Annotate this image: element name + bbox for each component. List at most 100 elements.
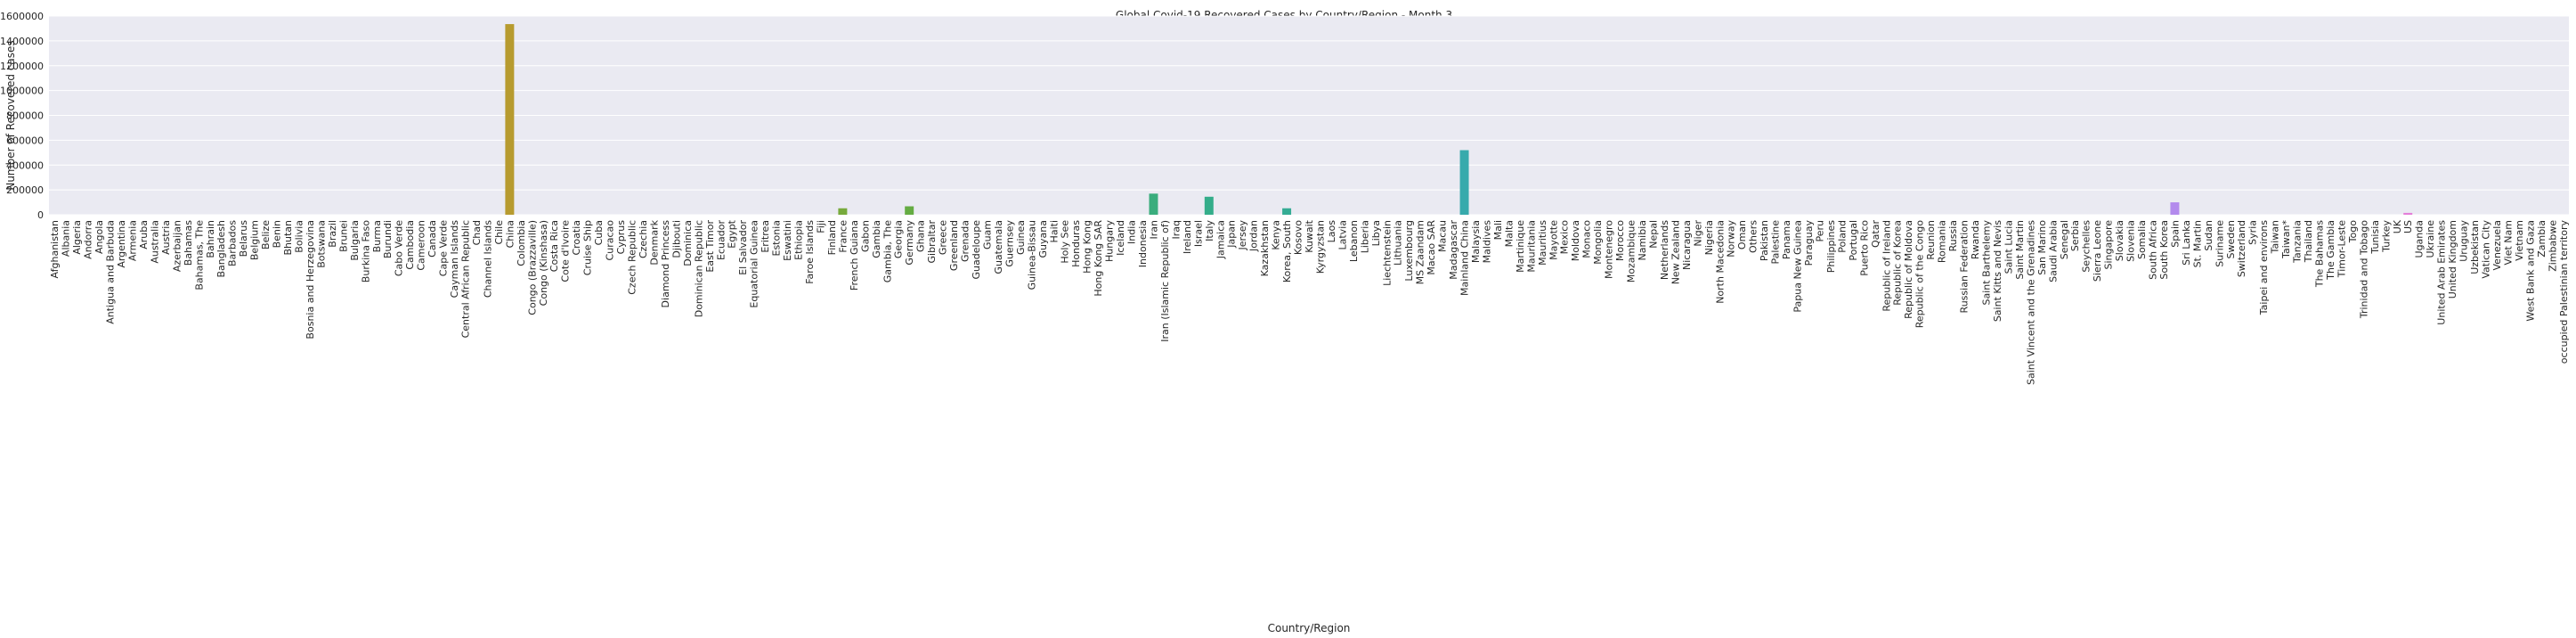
x-tick-label: Cambodia — [404, 220, 416, 270]
x-tick-label: Mayotte — [1548, 220, 1559, 260]
x-tick-label: Congo (Brazzaville) — [526, 220, 538, 315]
x-tick-label: Togo — [2347, 220, 2359, 244]
x-tick-label: Honduras — [1070, 220, 1082, 267]
x-tick-label: Bahrain — [205, 220, 216, 258]
x-tick-label: Taiwan — [2270, 220, 2281, 254]
bar — [838, 208, 848, 215]
gridlines — [49, 15, 2569, 216]
x-tick-label: Zambia — [2536, 220, 2548, 258]
x-tick-label: Armenia — [127, 220, 139, 261]
bar — [1282, 208, 1292, 215]
x-tick-label: Gambia — [871, 220, 882, 258]
x-tick-label: Greenland — [948, 220, 960, 271]
x-tick-label: Mozambique — [1626, 220, 1637, 282]
x-tick-label: Peru — [1814, 220, 1825, 242]
x-tick-label: Guinea — [1015, 220, 1027, 255]
x-tick-label: Cameroon — [416, 220, 427, 271]
x-tick-label: Mexico — [1559, 220, 1571, 255]
x-tick-label: Republic of Ireland — [1881, 220, 1892, 312]
x-tick-label: Morocco — [1614, 220, 1626, 261]
x-tick-label: Algeria — [71, 220, 83, 255]
x-tick-label: Colombia — [516, 220, 527, 266]
y-tick-label: 0 — [37, 209, 44, 221]
x-tick-label: Portugal — [1848, 220, 1859, 261]
x-tick-label: Macao SAR — [1426, 220, 1437, 275]
x-tick-label: Dominican Republic — [693, 220, 704, 317]
x-tick-label: Kazakhstan — [1259, 220, 1271, 276]
x-tick-label: Estonia — [771, 220, 783, 257]
x-tick-label: East Timor — [704, 220, 716, 273]
x-tick-label: Saint Vincent and the Grenadines — [2025, 220, 2036, 385]
x-tick-label: Kuwait — [1304, 219, 1315, 252]
y-tick-label: 400000 — [6, 160, 44, 171]
x-tick-label: Kosovo — [1293, 220, 1304, 255]
x-tick-label: Zimbabwe — [2547, 220, 2558, 272]
x-tick-label: Liechtenstein — [1381, 220, 1393, 286]
x-tick-label: Monaco — [1581, 220, 1593, 258]
x-tick-label: Grenada — [960, 220, 971, 262]
bar — [1204, 196, 1214, 215]
y-tick-label: 1600000 — [0, 11, 44, 22]
x-tick-label: Burundi — [382, 220, 394, 258]
x-tick-label: Cuba — [593, 220, 605, 245]
x-tick-label: Trinidad and Tobago — [2358, 220, 2369, 319]
x-tick-label: Rwanda — [1970, 220, 1981, 259]
x-tick-label: Antigua and Barbuda — [105, 220, 117, 324]
x-tick-label: Tunisia — [2369, 220, 2381, 255]
x-tick-label: Equatorial Guinea — [749, 220, 760, 308]
x-tick-label: Oman — [1736, 220, 1748, 249]
x-tick-label: Gabon — [859, 220, 871, 252]
x-tick-label: Saint Barthelemy — [1980, 220, 1992, 306]
x-tick-label: Ukraine — [2425, 220, 2436, 258]
x-tick-label: Gibraltar — [926, 220, 938, 264]
x-tick-label: Burkina Faso — [360, 220, 371, 282]
x-tick-label: Indonesia — [1137, 220, 1149, 267]
x-tick-label: Argentina — [116, 220, 127, 268]
x-tick-label: Malta — [1503, 220, 1515, 247]
x-tick-label: Bolivia — [294, 220, 305, 253]
x-tick-label: San Marino — [2036, 220, 2048, 275]
x-tick-label: Croatia — [571, 220, 582, 256]
y-tick-label: 1400000 — [0, 36, 44, 47]
x-tick-label: Vietnam — [2514, 220, 2525, 261]
x-tick-label: Slovenia — [2125, 220, 2137, 262]
x-tick-label: Faroe Islands — [804, 220, 816, 284]
x-tick-label: Timor-Leste — [2336, 220, 2347, 278]
x-tick-label: Angola — [93, 220, 105, 254]
x-tick-label: Norway — [1726, 220, 1737, 258]
x-tick-label: Guadeloupe — [971, 220, 982, 280]
x-tick-label: Belarus — [238, 220, 249, 258]
x-tick-label: Benin — [272, 220, 283, 248]
x-tick-label: Serbia — [2069, 220, 2081, 251]
x-tick-label: Switzerland — [2236, 220, 2247, 277]
y-tick-label: 1200000 — [0, 61, 44, 72]
x-tick-label: Hungary — [1104, 220, 1116, 262]
x-tick-label: French Guiana — [849, 220, 860, 290]
x-tick-label: Spain — [2169, 220, 2181, 248]
x-tick-label: Lithuania — [1393, 220, 1404, 266]
x-tick-label: Thailand — [2303, 220, 2314, 263]
x-tick-label: Brazil — [327, 220, 338, 248]
x-tick-label: Fiji — [815, 220, 826, 233]
bar — [1459, 150, 1469, 215]
x-tick-label: Uruguay — [2458, 220, 2470, 262]
x-tick-label: Andorra — [83, 220, 94, 259]
x-tick-label: Curacao — [605, 220, 616, 261]
x-tick-label: Republic of the Congo — [1914, 220, 1926, 329]
x-tick-label: Mauritius — [1537, 220, 1548, 266]
x-tick-label: Mauritania — [1525, 220, 1537, 273]
x-tick-label: New Zealand — [1670, 220, 1681, 284]
x-tick-label: Korea, South — [1281, 220, 1293, 282]
x-tick-label: Hong Kong SAR — [1093, 220, 1104, 297]
x-tick-label: Eritrea — [760, 220, 771, 253]
x-tick-label: Suriname — [2214, 220, 2225, 267]
y-tick-label: 1000000 — [0, 86, 44, 97]
x-tick-label: US — [2402, 220, 2414, 233]
x-tick-label: El Salvador — [737, 220, 749, 275]
bar — [1149, 193, 1158, 215]
x-tick-label: Macau — [1437, 220, 1449, 252]
x-tick-label: Bangladesh — [215, 220, 227, 278]
x-tick-label: Senegal — [2059, 220, 2070, 259]
x-tick-label: Latvia — [1337, 220, 1348, 250]
x-tick-label: Japan — [1226, 220, 1238, 249]
